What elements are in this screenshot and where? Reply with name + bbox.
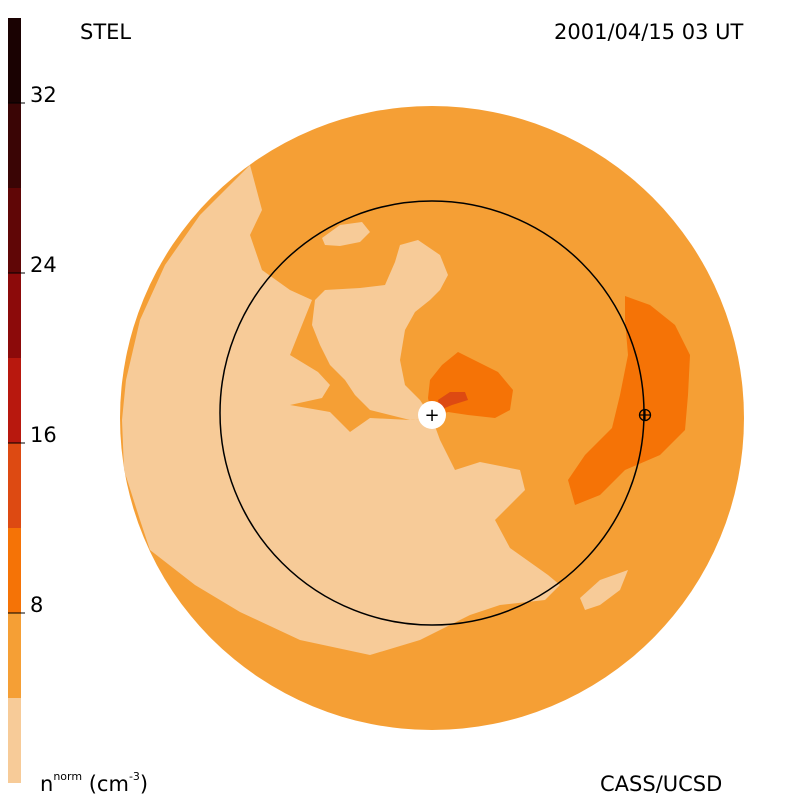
unit-superscript: norm [53, 770, 83, 783]
colorbar-band-6 [8, 188, 21, 273]
colorbar-tick-label-3: 32 [30, 83, 57, 107]
colorbar-band-5 [8, 273, 21, 358]
sun-symbol: + [424, 405, 439, 426]
unit-close: ) [139, 772, 149, 796]
instrument-label: STEL [80, 20, 132, 44]
earth-orbit-ring [219, 200, 645, 626]
colorbar-band-8 [8, 18, 21, 103]
colorbar-band-4 [8, 358, 21, 443]
colorbar-band-7 [8, 103, 21, 188]
colorbar-band-3 [8, 443, 21, 528]
low-density-blob-southeast [580, 570, 628, 610]
colorbar [8, 18, 25, 783]
credit-label: CASS/UCSD [600, 772, 723, 796]
colorbar-tick-label-1: 16 [30, 423, 57, 447]
earth-marker [638, 408, 652, 422]
colorbar-tick-label-0: 8 [30, 593, 44, 617]
sun-marker [418, 401, 446, 429]
timestamp-label: 2001/04/15 03 UT [554, 20, 744, 44]
low-density-blob-north [322, 222, 370, 246]
colorbar-unit-label: nnorm (cm-3) [40, 771, 149, 796]
low-density-region-west [122, 165, 560, 655]
unit-exponent: -3 [128, 770, 140, 783]
density-disc: + [120, 106, 744, 730]
colorbar-tick-label-2: 24 [30, 253, 57, 277]
colorbar-band-2 [8, 528, 21, 613]
unit-open: (cm [82, 772, 129, 796]
enhanced-density-region-east [568, 296, 690, 505]
unit-base: n [40, 772, 54, 796]
colorbar-band-0 [8, 698, 21, 783]
peak-density-spot [438, 392, 468, 410]
low-density-region-center [312, 240, 448, 420]
colorbar-band-1 [8, 613, 21, 698]
